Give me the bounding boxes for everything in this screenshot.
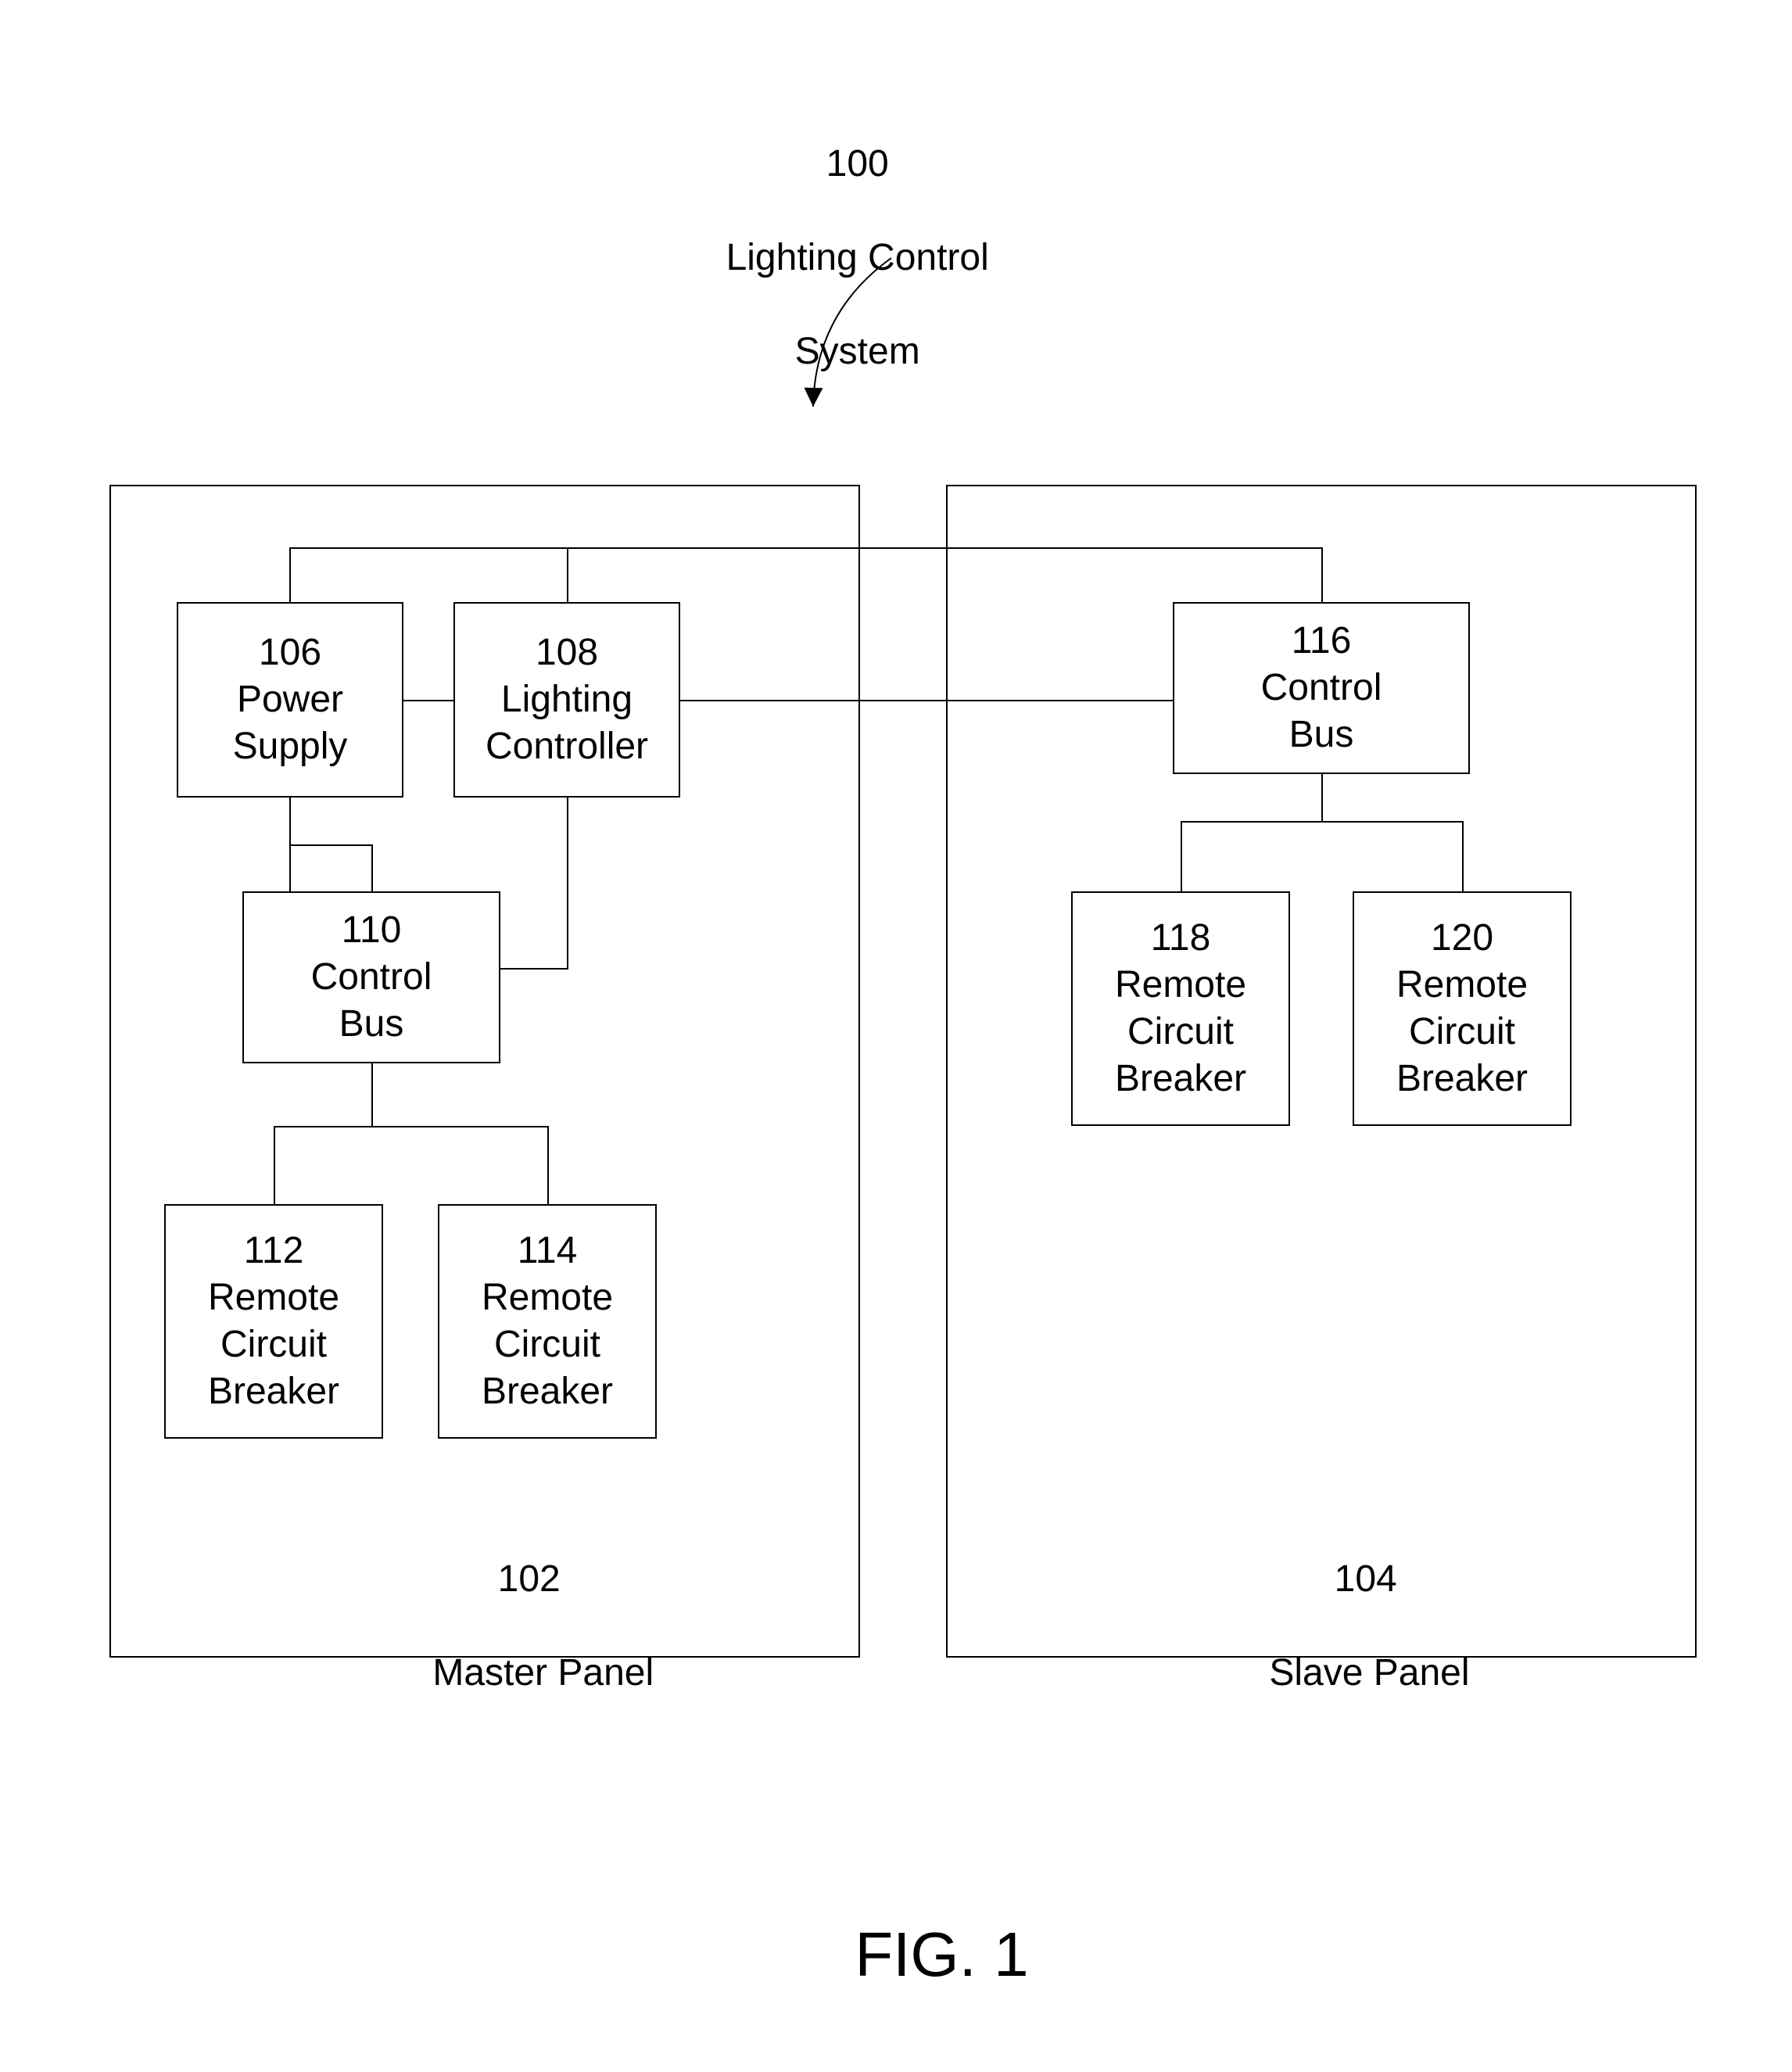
- connector-line: [289, 844, 371, 846]
- rcb-112-l2: Circuit: [220, 1321, 327, 1368]
- rcb-114-l3: Breaker: [482, 1368, 613, 1415]
- rcb-114-box: 114 Remote Circuit Breaker: [438, 1204, 657, 1439]
- title-arrow: [766, 211, 938, 453]
- rcb-112-l3: Breaker: [208, 1368, 339, 1415]
- connector-line: [567, 798, 568, 970]
- power-supply-ref: 106: [259, 629, 321, 676]
- control-bus-m-ref: 110: [342, 907, 402, 954]
- connector-line: [1181, 821, 1182, 891]
- control-bus-s-l1: Control: [1261, 665, 1382, 712]
- rcb-118-l1: Remote: [1115, 962, 1246, 1009]
- rcb-120-l1: Remote: [1396, 962, 1528, 1009]
- control-bus-m-l1: Control: [311, 954, 432, 1001]
- lighting-controller-l1: Lighting: [501, 676, 633, 723]
- slave-panel-ref: 104: [1335, 1558, 1397, 1600]
- rcb-118-l3: Breaker: [1115, 1056, 1246, 1102]
- master-panel-label: 102 Master Panel: [391, 1509, 625, 1744]
- master-panel-name: Master Panel: [432, 1652, 654, 1694]
- master-panel-ref: 102: [498, 1558, 561, 1600]
- rcb-114-l1: Remote: [482, 1274, 613, 1321]
- figure-caption-text: FIG. 1: [855, 1920, 1028, 1989]
- connector-line: [371, 1063, 373, 1126]
- connector-line: [1181, 821, 1462, 823]
- power-supply-l1: Power: [237, 676, 343, 723]
- lighting-controller-ref: 108: [536, 629, 598, 676]
- connector-line: [289, 547, 291, 602]
- connector-line: [274, 1126, 275, 1204]
- connector-line: [1462, 821, 1464, 891]
- rcb-112-l1: Remote: [208, 1274, 339, 1321]
- title-ref-num: 100: [826, 143, 889, 185]
- lighting-controller-l2: Controller: [486, 723, 648, 770]
- rcb-118-l2: Circuit: [1127, 1009, 1234, 1056]
- connector-line: [1321, 774, 1323, 821]
- diagram-stage: 100 Lighting Control System 102 Master P…: [0, 0, 1792, 1969]
- connector-line: [274, 1126, 547, 1127]
- connector-line: [289, 547, 1321, 549]
- control-bus-master-box: 110 Control Bus: [242, 891, 500, 1063]
- connector-line: [680, 700, 1173, 701]
- connector-line: [567, 547, 568, 602]
- rcb-118-box: 118 Remote Circuit Breaker: [1071, 891, 1290, 1126]
- slave-panel-label: 104 Slave Panel: [1228, 1509, 1462, 1744]
- control-bus-s-l2: Bus: [1289, 712, 1354, 758]
- figure-caption: FIG. 1: [751, 1837, 1063, 2072]
- rcb-120-box: 120 Remote Circuit Breaker: [1353, 891, 1572, 1126]
- rcb-112-ref: 112: [244, 1228, 304, 1274]
- slave-panel-name: Slave Panel: [1269, 1652, 1469, 1694]
- control-bus-slave-box: 116 Control Bus: [1173, 602, 1470, 774]
- rcb-114-l2: Circuit: [494, 1321, 600, 1368]
- connector-line: [371, 844, 373, 891]
- rcb-120-l3: Breaker: [1396, 1056, 1528, 1102]
- rcb-114-ref: 114: [518, 1228, 578, 1274]
- rcb-118-ref: 118: [1151, 915, 1211, 962]
- connector-line: [1321, 547, 1323, 602]
- control-bus-m-l2: Bus: [339, 1001, 404, 1048]
- power-supply-l2: Supply: [233, 723, 348, 770]
- lighting-controller-box: 108 Lighting Controller: [453, 602, 680, 798]
- rcb-120-ref: 120: [1431, 915, 1493, 962]
- connector-line: [547, 1126, 549, 1204]
- rcb-112-box: 112 Remote Circuit Breaker: [164, 1204, 383, 1439]
- rcb-120-l2: Circuit: [1409, 1009, 1515, 1056]
- control-bus-s-ref: 116: [1292, 618, 1352, 665]
- power-supply-box: 106 Power Supply: [177, 602, 403, 798]
- connector-line: [403, 700, 453, 701]
- connector-line: [500, 968, 567, 970]
